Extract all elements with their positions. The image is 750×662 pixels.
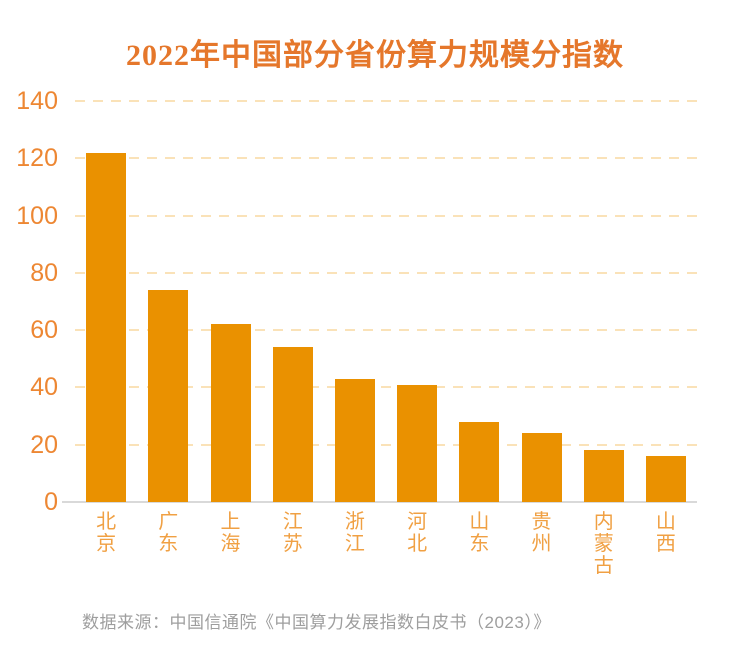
x-label-character: 州 (531, 533, 552, 555)
x-label-slot: 上海 (199, 511, 261, 577)
bar-slot (448, 101, 510, 502)
x-label-slot: 山东 (448, 511, 510, 577)
x-axis-line (62, 501, 697, 503)
x-label-character: 西 (655, 533, 676, 555)
bar (334, 379, 375, 502)
chart-title: 2022年中国部分省份算力规模分指数 (126, 39, 624, 72)
gridline (75, 271, 697, 274)
bar (148, 290, 189, 502)
bar (459, 422, 500, 502)
x-axis-category-label: 贵州 (532, 511, 552, 577)
x-axis-category-label: 广东 (158, 511, 178, 577)
bar-series (75, 101, 697, 502)
x-label-slot: 内蒙古 (573, 511, 635, 577)
bar-slot (324, 101, 386, 502)
x-label-slot: 广东 (137, 511, 199, 577)
gridline (75, 214, 697, 217)
y-axis-tick-label: 120 (16, 144, 58, 173)
bar (583, 450, 624, 502)
x-label-character: 蒙 (593, 533, 614, 555)
bar (86, 153, 127, 502)
x-label-character: 上 (220, 511, 241, 533)
gridline (75, 386, 697, 389)
y-axis-tick-label: 80 (30, 258, 58, 287)
x-label-slot: 浙江 (324, 511, 386, 577)
bar-slot (262, 101, 324, 502)
gridline (75, 157, 697, 160)
x-label-character: 贵 (531, 511, 552, 533)
x-axis-category-label: 河北 (407, 511, 427, 577)
gridline (75, 443, 697, 446)
bar (645, 456, 686, 502)
x-axis-category-label: 浙江 (345, 511, 365, 577)
bar-slot (510, 101, 572, 502)
bar (210, 324, 251, 502)
bar-slot (386, 101, 448, 502)
plot-area (75, 100, 697, 502)
x-axis-category-label: 山西 (656, 511, 676, 577)
y-axis-tick-label: 140 (16, 87, 58, 115)
x-label-character: 江 (282, 511, 303, 533)
x-label-character: 广 (158, 511, 179, 533)
bar (521, 433, 562, 502)
x-label-character: 山 (469, 511, 490, 533)
gridline (75, 329, 697, 332)
x-axis-category-label: 山东 (469, 511, 489, 577)
data-source-note: 数据来源：中国信通院《中国算力发展指数白皮书（2023）》 (82, 613, 551, 632)
x-label-character: 河 (407, 511, 428, 533)
x-axis-category-label: 内蒙古 (594, 511, 614, 577)
bar-slot (199, 101, 261, 502)
y-axis-tick-label: 40 (30, 373, 58, 402)
y-axis-tick-label: 60 (30, 316, 58, 345)
y-axis-tick-label: 20 (30, 430, 58, 459)
bar-slot (573, 101, 635, 502)
bar-slot (75, 101, 137, 502)
x-label-character: 北 (96, 511, 117, 533)
x-label-character: 京 (96, 533, 117, 555)
x-axis-category-label: 江苏 (283, 511, 303, 577)
x-label-character: 江 (344, 533, 365, 555)
bar-slot (635, 101, 697, 502)
bar (272, 347, 313, 502)
x-axis-category-label: 北京 (96, 511, 116, 577)
x-label-character: 苏 (282, 533, 303, 555)
bar (397, 385, 438, 502)
x-label-character: 东 (158, 533, 179, 555)
y-axis-tick-label: 100 (16, 201, 58, 230)
x-label-character: 内 (593, 511, 614, 533)
x-label-slot: 河北 (386, 511, 448, 577)
gridline (75, 100, 697, 102)
x-label-character: 东 (469, 533, 490, 555)
y-axis-tick-label: 0 (44, 488, 58, 516)
x-label-slot: 山西 (635, 511, 697, 577)
x-axis: 北京广东上海江苏浙江河北山东贵州内蒙古山西 (75, 511, 697, 577)
x-label-character: 北 (407, 533, 428, 555)
x-label-slot: 江苏 (262, 511, 324, 577)
x-label-slot: 北京 (75, 511, 137, 577)
x-label-slot: 贵州 (510, 511, 572, 577)
x-label-character: 山 (655, 511, 676, 533)
x-label-character: 古 (593, 555, 614, 577)
x-axis-category-label: 上海 (221, 511, 241, 577)
x-label-character: 海 (220, 533, 241, 555)
bar-slot (137, 101, 199, 502)
x-label-character: 浙 (344, 511, 365, 533)
